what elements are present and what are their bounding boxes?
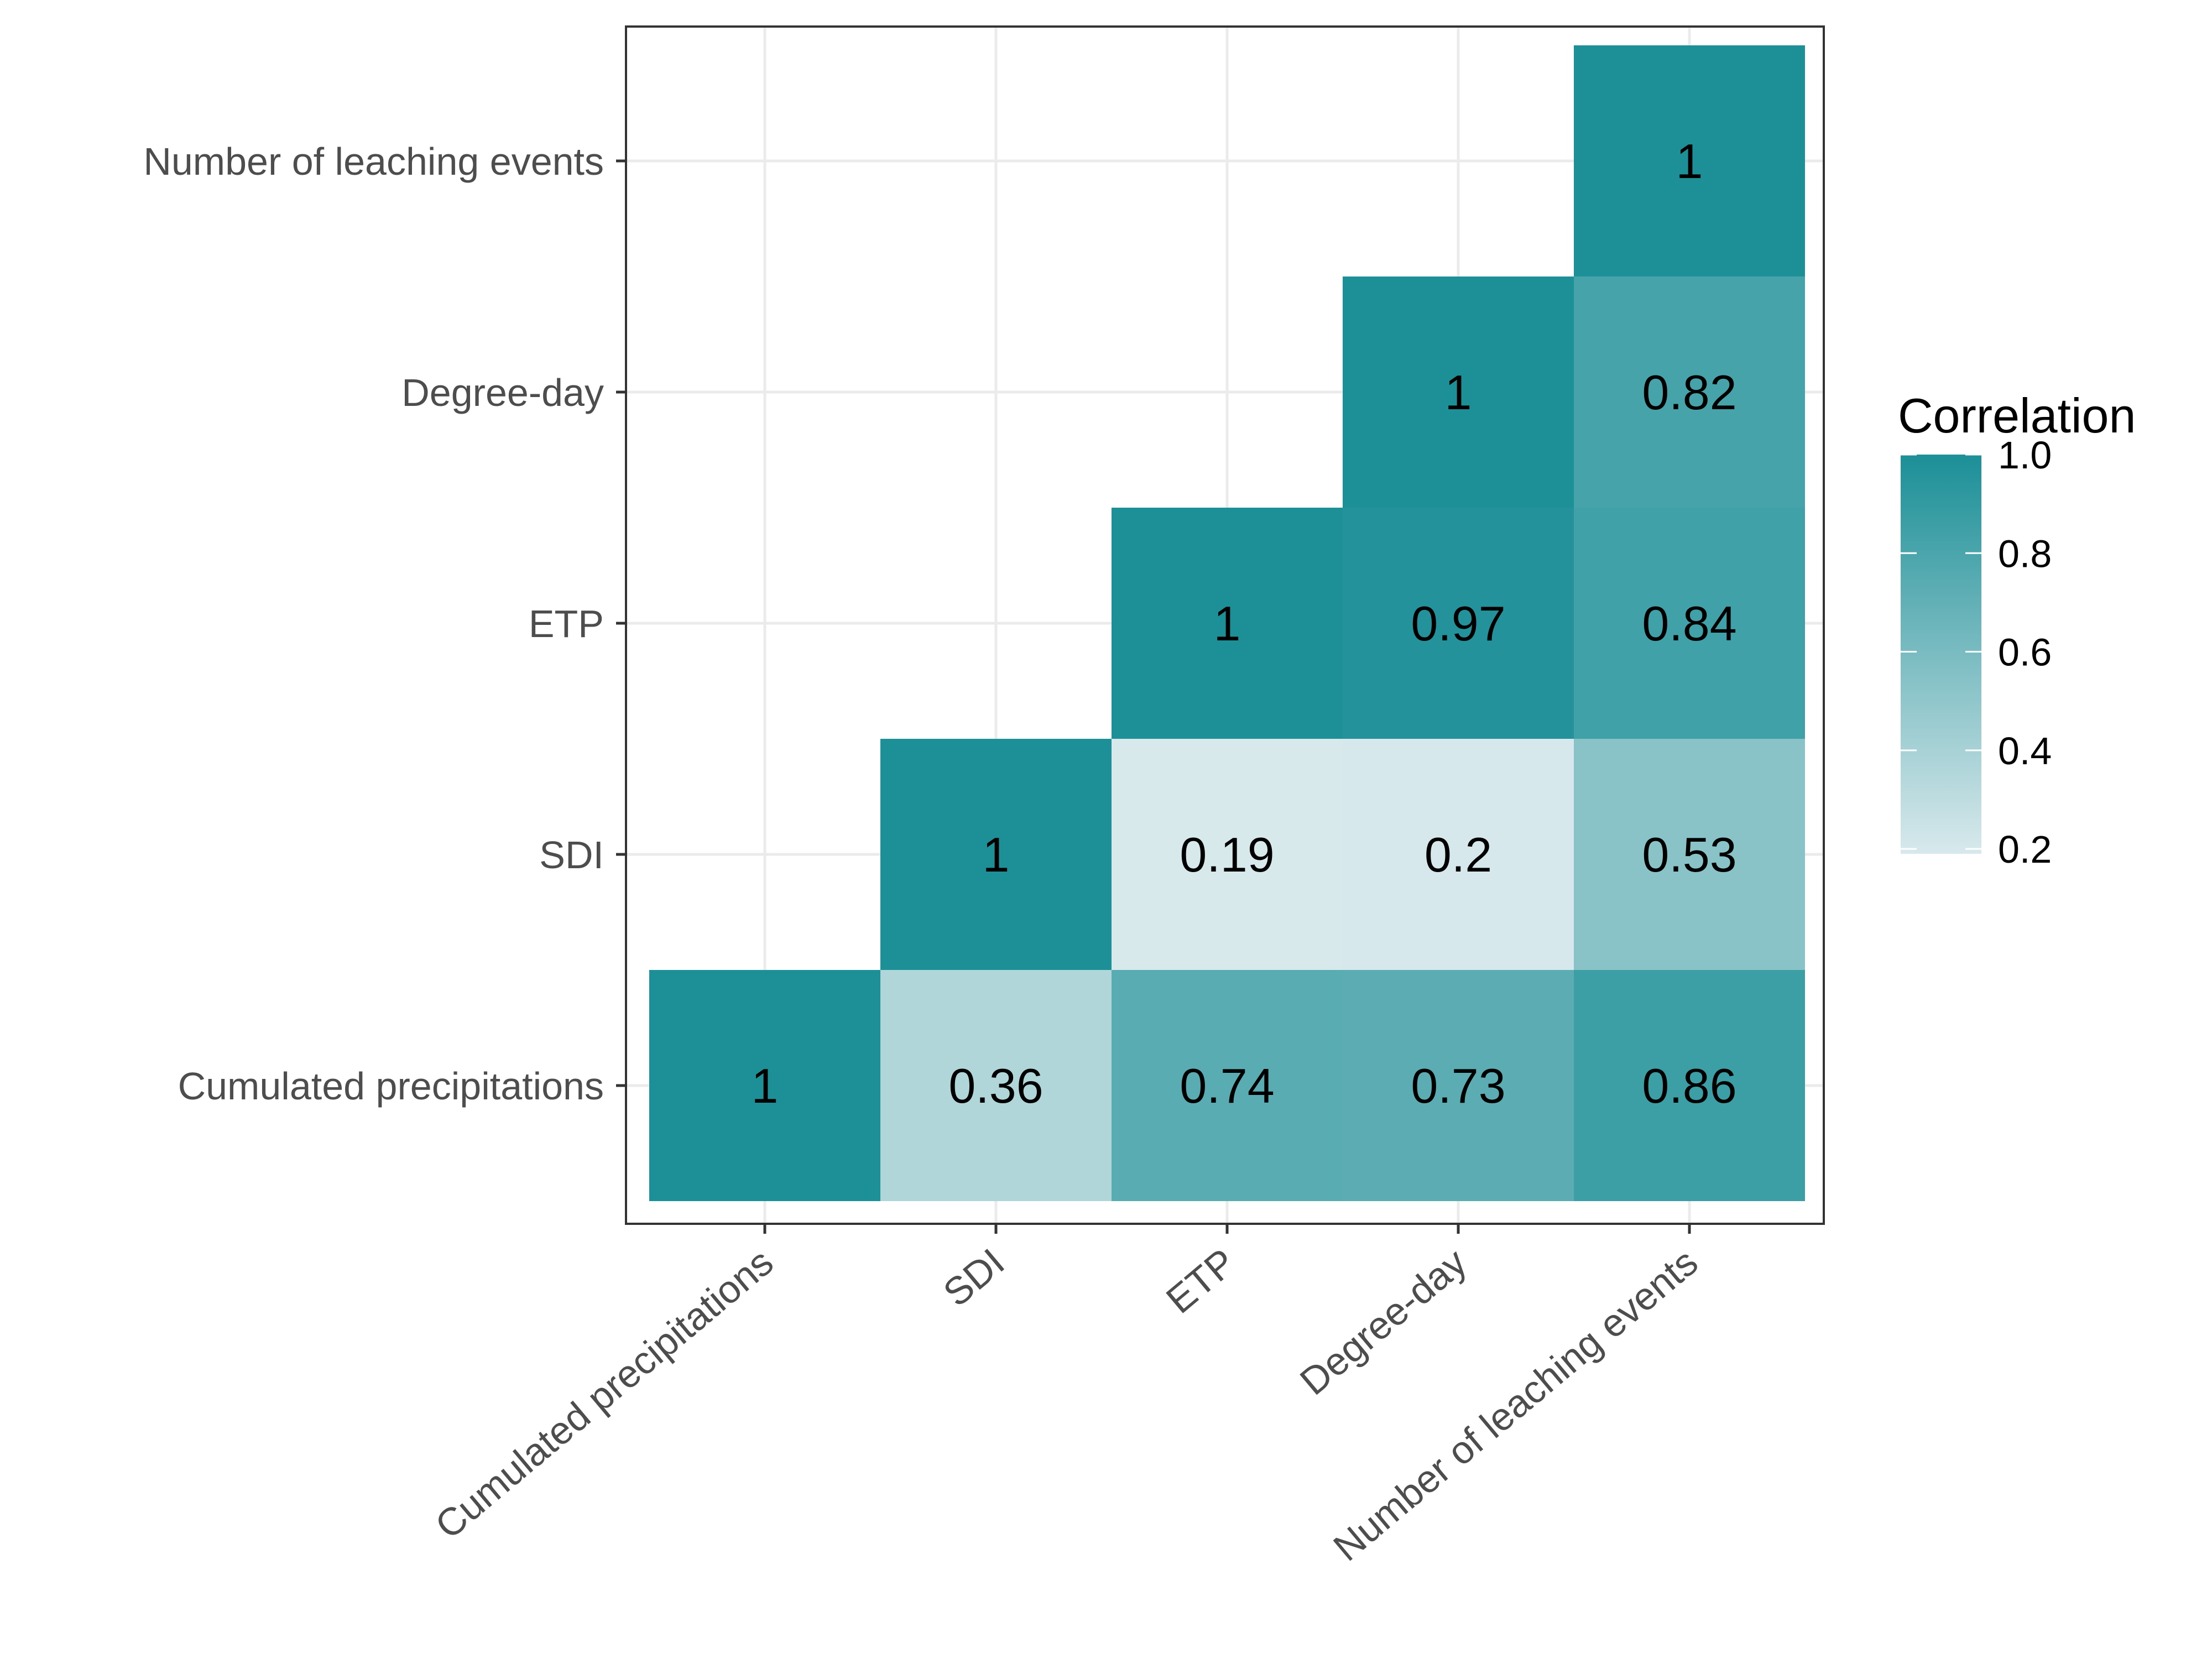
y-tick-label-degree-day: Degree-day [401, 371, 604, 414]
heatmap-cells [649, 45, 1805, 1201]
heatmap-cell [1343, 508, 1574, 739]
heatmap-cell [1574, 276, 1805, 508]
heatmap-cell [880, 970, 1112, 1201]
heatmap-cell-label: 0.82 [1642, 365, 1736, 420]
legend-tick-label: 0.6 [1998, 631, 2052, 674]
heatmap-cell [1343, 276, 1574, 508]
heatmap-cell-labels: 1 0.36 0.74 0.73 0.86 1 0.19 0.2 0.53 1 0.97 0.84 1 0… [752, 134, 1737, 1113]
heatmap-cell-label: 1 [1676, 134, 1703, 189]
y-tick-label-cumulated-precipitations: Cumulated precipitations [178, 1065, 604, 1108]
heatmap-cell [1574, 508, 1805, 739]
heatmap-cell [1112, 739, 1343, 970]
heatmap-cell [1574, 45, 1805, 276]
heatmap-cell-label: 0.73 [1411, 1058, 1505, 1113]
heatmap-cell-label: 0.2 [1425, 827, 1492, 882]
heatmap-cell [1574, 970, 1805, 1201]
heatmap-cell [1343, 739, 1574, 970]
heatmap-cell-label: 0.84 [1642, 596, 1736, 651]
heatmap-cell [649, 970, 880, 1201]
heatmap-cell-label: 0.36 [948, 1058, 1043, 1113]
heatmap-cell-label: 0.86 [1642, 1058, 1736, 1113]
legend-title: Correlation [1898, 388, 2136, 443]
legend-tick-label: 1.0 [1998, 434, 2052, 477]
y-axis: Cumulated precipitations SDI ETP Degree-day… [143, 140, 626, 1108]
heatmap-cell-label: 0.53 [1642, 827, 1736, 882]
y-tick-label-sdi: SDI [539, 833, 604, 877]
legend-colorbar [1901, 455, 1981, 854]
heatmap-cell-label: 1 [1445, 365, 1472, 420]
heatmap-cell [1112, 970, 1343, 1201]
heatmap-cell [1343, 970, 1574, 1201]
heatmap-cell-label: 0.19 [1180, 827, 1274, 882]
panel-border [625, 25, 1825, 1225]
heatmap-cell-label: 0.74 [1180, 1058, 1274, 1113]
legend-tick-label: 0.4 [1998, 729, 2052, 773]
y-tick-label-etp: ETP [529, 602, 604, 645]
legend-tick-label: 0.2 [1998, 828, 2052, 871]
heatmap-cell-label: 1 [983, 827, 1010, 882]
heatmap-cell-label: 1 [1214, 596, 1241, 651]
heatmap-cell-label: 0.97 [1411, 596, 1505, 651]
heatmap-cell [1574, 739, 1805, 970]
legend-tick-label: 0.8 [1998, 532, 2052, 575]
heatmap-cell-label: 1 [752, 1058, 779, 1113]
heatmap-cell [880, 739, 1112, 970]
heatmap-cell [1112, 508, 1343, 739]
y-tick-label-number-of-leaching-events: Number of leaching events [143, 140, 604, 183]
